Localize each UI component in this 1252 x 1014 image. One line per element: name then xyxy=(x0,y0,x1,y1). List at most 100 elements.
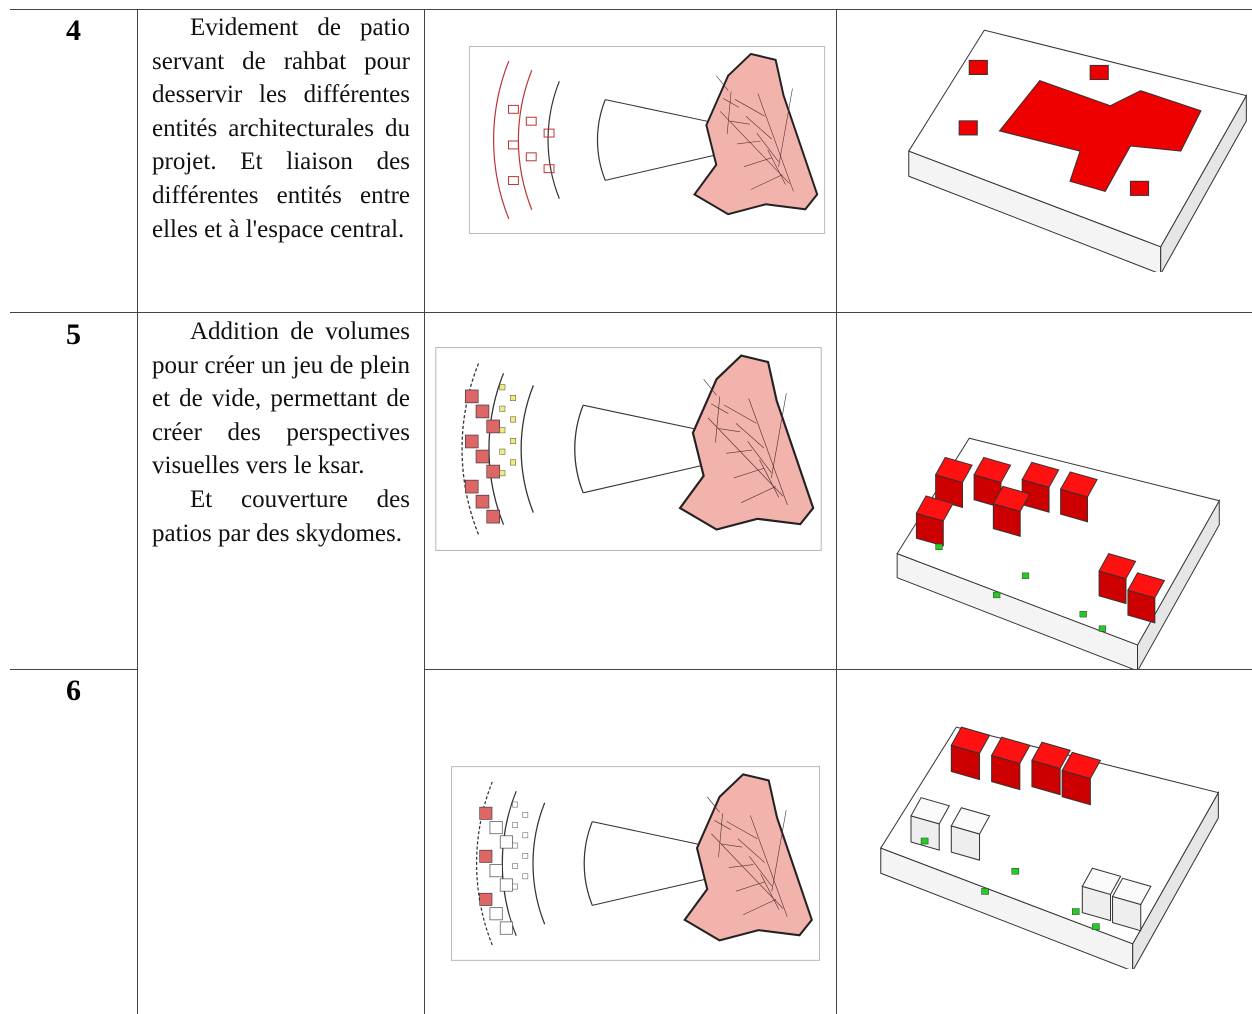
block xyxy=(486,464,500,479)
rule xyxy=(10,312,1252,313)
plan-image xyxy=(435,347,822,551)
skydome xyxy=(499,427,506,434)
patio xyxy=(507,140,519,150)
arc xyxy=(547,81,560,199)
skydome xyxy=(1098,625,1107,632)
skydome xyxy=(499,470,506,477)
skydome xyxy=(512,883,518,890)
description: Addition de volumes pour créer un jeu de… xyxy=(152,315,410,550)
street xyxy=(759,459,780,498)
block xyxy=(464,389,479,404)
volume-top xyxy=(934,456,973,484)
ray xyxy=(605,154,717,181)
ksar xyxy=(683,773,813,942)
patio xyxy=(543,128,555,138)
patio xyxy=(525,152,537,162)
skydome xyxy=(522,852,529,859)
street xyxy=(723,404,757,424)
street xyxy=(748,398,788,505)
street xyxy=(721,843,743,848)
street xyxy=(756,132,779,162)
skydome xyxy=(522,832,529,839)
volume-top xyxy=(973,456,1012,484)
street xyxy=(711,403,729,414)
street xyxy=(767,149,786,185)
street xyxy=(770,393,787,479)
patio xyxy=(1089,64,1109,81)
block xyxy=(486,509,500,524)
block xyxy=(489,907,503,921)
arc xyxy=(520,385,534,513)
skydome xyxy=(510,416,517,423)
block xyxy=(464,434,479,449)
skydome xyxy=(920,837,929,845)
skydome xyxy=(499,448,506,455)
arc xyxy=(488,373,505,525)
arc xyxy=(475,781,493,946)
street xyxy=(723,98,740,108)
arc xyxy=(517,70,533,210)
model-image xyxy=(880,726,1220,969)
patio xyxy=(968,59,988,75)
block xyxy=(479,806,493,820)
volume-top xyxy=(915,495,954,522)
ray xyxy=(592,821,708,847)
street xyxy=(728,864,754,868)
skydome xyxy=(1079,611,1087,618)
volume-top xyxy=(1111,877,1152,906)
skydome xyxy=(512,842,518,849)
block xyxy=(475,494,490,509)
volume-top xyxy=(990,736,1031,765)
volume-top xyxy=(950,726,991,754)
plan-image xyxy=(468,46,826,234)
patio xyxy=(543,164,555,174)
patio xyxy=(1129,180,1150,196)
street xyxy=(771,810,787,892)
block xyxy=(475,404,490,419)
block xyxy=(499,878,513,892)
street xyxy=(735,422,764,449)
skydome xyxy=(499,405,506,412)
volume-top xyxy=(1081,867,1122,896)
row-number: 5 xyxy=(66,318,81,351)
street xyxy=(741,486,776,503)
volume-top xyxy=(1061,751,1102,780)
block xyxy=(489,864,503,878)
volume-top xyxy=(992,485,1031,512)
volume-top xyxy=(1098,553,1137,580)
street xyxy=(749,856,773,887)
rule xyxy=(10,669,137,670)
ksar xyxy=(678,354,815,531)
skydome xyxy=(1021,572,1030,579)
description: Evidement de patio servant de rahbat pou… xyxy=(152,11,410,246)
skydome xyxy=(935,543,943,551)
block xyxy=(499,835,513,849)
skydome xyxy=(512,801,518,808)
skydome xyxy=(993,591,1001,599)
skydome xyxy=(510,395,517,401)
street xyxy=(760,873,780,910)
street xyxy=(750,174,783,190)
street xyxy=(707,796,720,813)
street xyxy=(714,820,731,830)
model-image xyxy=(908,29,1248,272)
street xyxy=(745,116,772,140)
volume-top xyxy=(950,807,991,835)
street xyxy=(747,441,772,473)
rule xyxy=(424,9,425,1014)
street xyxy=(742,899,777,916)
arc xyxy=(583,821,593,906)
arc xyxy=(596,99,606,181)
rule xyxy=(10,9,1252,10)
street xyxy=(734,99,765,117)
street xyxy=(778,88,793,167)
skydome xyxy=(510,437,517,444)
ray xyxy=(605,99,717,124)
street xyxy=(733,468,764,479)
ray xyxy=(583,464,704,494)
skydome xyxy=(512,822,518,828)
street xyxy=(707,417,784,497)
street xyxy=(737,140,761,145)
patio xyxy=(525,116,537,126)
